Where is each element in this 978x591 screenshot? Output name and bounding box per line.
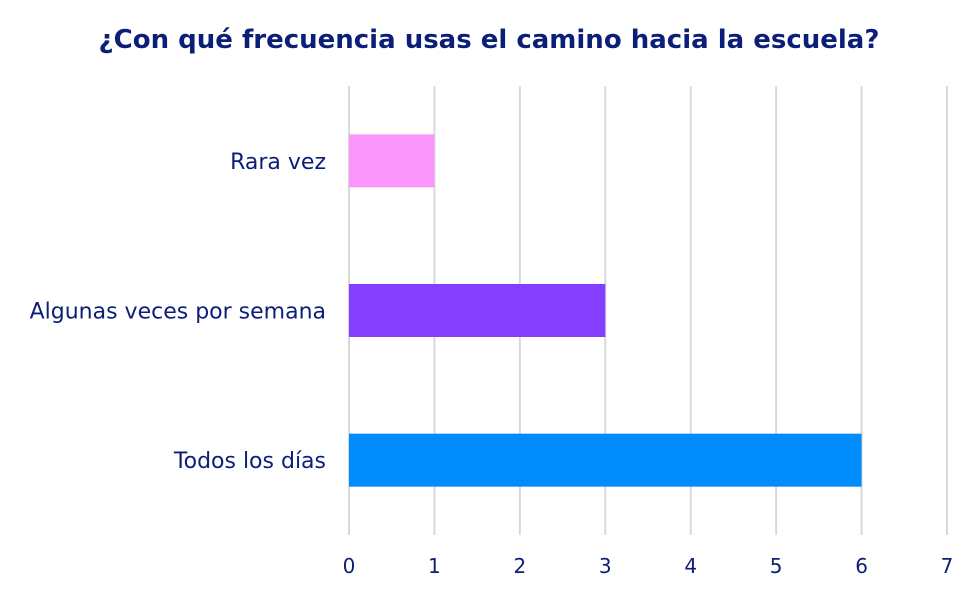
- bars: [349, 134, 862, 487]
- x-tick-label-1: 1: [428, 554, 441, 578]
- x-tick-label-6: 6: [855, 554, 868, 578]
- x-tick-label-3: 3: [599, 554, 612, 578]
- category-labels: Rara vez Algunas veces por semana Todos lo…: [30, 150, 326, 474]
- chart-title: ¿Con qué frecuencia usas el camino hacia…: [99, 25, 880, 55]
- x-tick-label-7: 7: [941, 554, 954, 578]
- bar-0: [349, 134, 435, 188]
- bar-1: [349, 284, 606, 337]
- category-label-1: Algunas veces por semana: [30, 300, 326, 325]
- x-tick-label-2: 2: [513, 554, 526, 578]
- x-tick-label-5: 5: [770, 554, 783, 578]
- category-label-2: Todos los días: [173, 449, 326, 474]
- bar-2: [349, 433, 862, 487]
- x-tick-label-0: 0: [343, 554, 356, 578]
- category-label-0: Rara vez: [230, 150, 326, 175]
- x-axis-tick-labels: 0 1 2 3 4 5 6 7: [343, 554, 954, 578]
- x-tick-label-4: 4: [684, 554, 697, 578]
